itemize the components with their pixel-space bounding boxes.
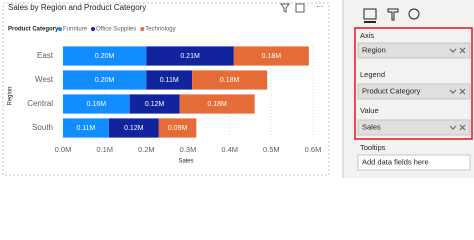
- field-well[interactable]: [357, 83, 471, 100]
- data-label: 0.12M: [145, 101, 165, 108]
- field-name: Product Category: [362, 86, 421, 95]
- field-well[interactable]: [357, 154, 471, 171]
- field-well[interactable]: [357, 42, 471, 59]
- data-label: 0.20M: [95, 53, 115, 60]
- legend-marker: [140, 27, 145, 31]
- data-label: 0.20M: [95, 77, 115, 84]
- x-tick-label: 0.0M: [55, 145, 72, 154]
- data-label: 0.18M: [207, 101, 227, 108]
- drop-hint: Add data fields here: [362, 157, 429, 166]
- visual-border: [2, 2, 330, 176]
- screen: ··· Sales by Region and Product Category…: [2, 0, 474, 178]
- legend-label: Technology: [145, 27, 175, 33]
- x-tick-label: 0.5M: [263, 145, 280, 154]
- x-tick-label: 0.1M: [96, 145, 113, 154]
- well-title: Tooltips: [360, 143, 386, 152]
- remove-icon[interactable]: [459, 88, 466, 95]
- dropdown-icon[interactable]: [449, 48, 457, 53]
- y-axis-title: Region: [8, 86, 14, 105]
- bar-segment: [108, 118, 159, 138]
- bar-segment: [63, 70, 147, 90]
- remove-icon[interactable]: [459, 47, 466, 54]
- data-label: 0.12M: [124, 125, 144, 132]
- legend-label: Office Supplies: [96, 27, 136, 33]
- y-tick-label: Central: [27, 99, 53, 108]
- field-well[interactable]: [357, 119, 471, 136]
- bar-segment: [146, 70, 193, 90]
- y-tick-label: East: [37, 51, 54, 60]
- legend-label: Furniture: [63, 27, 88, 33]
- x-axis-title: Sales: [178, 159, 193, 165]
- data-label: 0.18M: [220, 77, 240, 84]
- dropdown-icon[interactable]: [449, 125, 457, 130]
- more-icon[interactable]: ···: [316, 2, 324, 11]
- x-tick-label: 0.4M: [221, 145, 238, 154]
- legend-title: Product Category: [8, 27, 59, 33]
- filter-icon[interactable]: [280, 3, 290, 13]
- legend-marker: [91, 27, 96, 31]
- remove-icon[interactable]: [459, 124, 466, 131]
- well-title: Axis: [360, 31, 374, 40]
- legend-marker: [58, 27, 62, 31]
- bar-segment: [63, 94, 130, 114]
- x-tick-label: 0.6M: [305, 145, 322, 154]
- dropdown-icon[interactable]: [449, 89, 457, 94]
- well-title: Value: [360, 106, 379, 115]
- format-tab[interactable]: [387, 8, 399, 21]
- data-label: 0.11M: [160, 77, 179, 84]
- well-title: Legend: [360, 70, 385, 79]
- fields-tab[interactable]: [363, 8, 377, 20]
- bar-segment: [158, 118, 197, 138]
- bar-segment: [129, 94, 180, 114]
- x-tick-label: 0.2M: [138, 145, 155, 154]
- bar-segment: [233, 46, 309, 66]
- analytics-tab[interactable]: [408, 8, 420, 20]
- bar-segment: [192, 70, 268, 90]
- pane-tabs: [363, 8, 420, 23]
- x-tick-label: 0.3M: [180, 145, 197, 154]
- field-name: Sales: [362, 122, 381, 131]
- field-name: Region: [362, 45, 386, 54]
- bar-segment: [179, 94, 255, 114]
- bar-segment: [146, 46, 234, 66]
- data-label: 0.16M: [87, 101, 107, 108]
- data-label: 0.21M: [180, 53, 200, 60]
- focus-icon[interactable]: [295, 3, 305, 13]
- data-label: 0.09M: [168, 125, 188, 132]
- bar-segment: [63, 118, 109, 138]
- y-tick-label: West: [35, 75, 54, 84]
- data-label: 0.11M: [76, 125, 95, 132]
- visual-toolbar[interactable]: ···: [280, 2, 324, 13]
- data-label: 0.18M: [262, 53, 282, 60]
- highlight-box: [354, 27, 473, 140]
- chart-title: Sales by Region and Product Category: [8, 3, 146, 12]
- y-tick-label: South: [32, 123, 53, 132]
- bar-segment: [63, 46, 147, 66]
